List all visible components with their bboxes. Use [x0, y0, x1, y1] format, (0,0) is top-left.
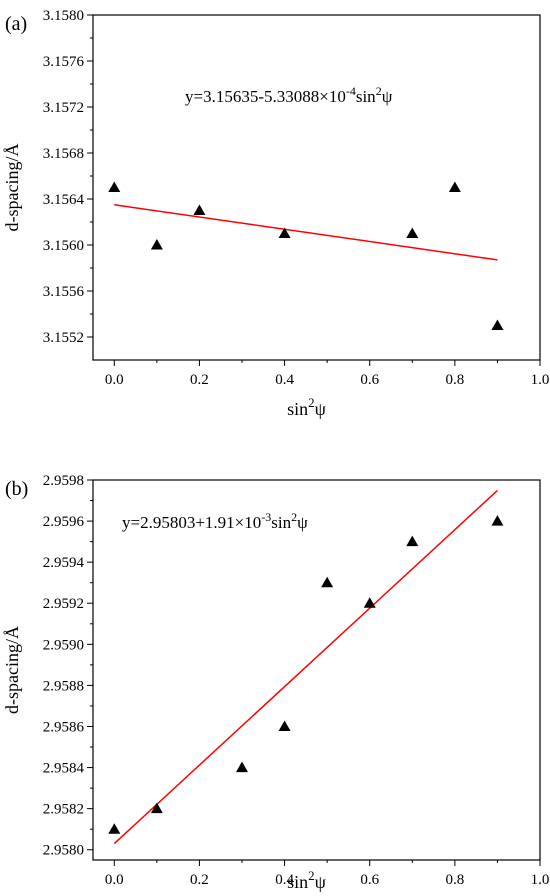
x-tick-label: 0.2 — [190, 372, 209, 388]
chart-panel-1: 0.0 0.2 0.4 0.6 0.8 1.0 2.9580 2.9582 2.9584 2.95… — [2, 473, 549, 892]
fit-equation: y=2.95803+1.91×10-3sin2ψ — [122, 510, 308, 532]
data-point — [491, 515, 504, 526]
y-tick-label: 3.1560 — [43, 238, 84, 254]
x-tick-label: 0.8 — [445, 372, 464, 388]
y-tick-label: 3.1556 — [43, 284, 85, 300]
plot-frame — [92, 479, 541, 861]
y-tick-label: 3.1564 — [43, 192, 85, 208]
plot-frame — [92, 14, 541, 361]
x-axis-label: sin2ψ — [287, 868, 327, 892]
x-tick-label: 0.4 — [275, 872, 294, 888]
fit-line — [114, 204, 498, 261]
y-tick-label: 2.9580 — [43, 843, 84, 859]
y-tick-label: 2.9582 — [43, 802, 84, 818]
y-tick-label: 3.1576 — [43, 54, 85, 70]
y-tick-label: 3.1568 — [43, 146, 84, 162]
data-point — [108, 823, 121, 834]
chart-panel-0: 0.0 0.2 0.4 0.6 0.8 1.0 3.1552 3.1556 3.1560 3.15… — [2, 8, 549, 419]
data-point — [406, 535, 419, 547]
panel-label: (b) — [5, 478, 28, 500]
x-tick-label: 0.0 — [105, 372, 124, 388]
fit-equation: y=3.15635-5.33088×10-4sin2ψ — [185, 84, 393, 106]
data-point — [193, 204, 206, 215]
y-tick-label: 2.9590 — [43, 637, 84, 653]
x-axis-label: sin2ψ — [287, 395, 327, 419]
data-point — [321, 576, 334, 588]
y-tick-label: 2.9584 — [43, 761, 85, 777]
data-point — [108, 181, 121, 192]
y-tick-label: 2.9586 — [43, 719, 85, 735]
data-point — [278, 227, 291, 238]
y-tick-label: 2.9588 — [43, 678, 84, 694]
x-tick-label: 0.6 — [360, 872, 379, 888]
y-tick-label: 2.9594 — [43, 555, 85, 571]
y-tick-label: 2.9592 — [43, 596, 84, 612]
data-point — [236, 761, 248, 773]
data-point — [363, 597, 376, 608]
data-point — [491, 319, 504, 330]
y-tick-label: 3.1580 — [43, 8, 84, 24]
x-tick-label: 1.0 — [531, 372, 550, 388]
x-tick-label: 0.4 — [275, 372, 294, 388]
y-axis-label: d-spacing/Å — [2, 144, 22, 232]
x-tick-label: 0.0 — [105, 872, 124, 888]
y-tick-label: 3.1572 — [43, 100, 84, 116]
y-tick-label: 2.9598 — [43, 473, 84, 489]
data-point — [150, 239, 163, 250]
data-point — [448, 181, 461, 192]
x-tick-label: 0.8 — [445, 872, 464, 888]
data-point — [278, 720, 291, 731]
y-tick-label: 2.9596 — [43, 514, 85, 530]
x-tick-label: 0.6 — [360, 372, 379, 388]
x-tick-label: 0.2 — [190, 872, 209, 888]
fit-line — [113, 489, 498, 845]
data-point — [150, 802, 163, 814]
panel-label: (a) — [5, 13, 27, 35]
data-point — [406, 227, 419, 238]
y-axis-label: d-spacing/Å — [2, 626, 22, 714]
y-tick-label: 3.1552 — [43, 330, 84, 346]
x-tick-label: 1.0 — [531, 872, 550, 888]
